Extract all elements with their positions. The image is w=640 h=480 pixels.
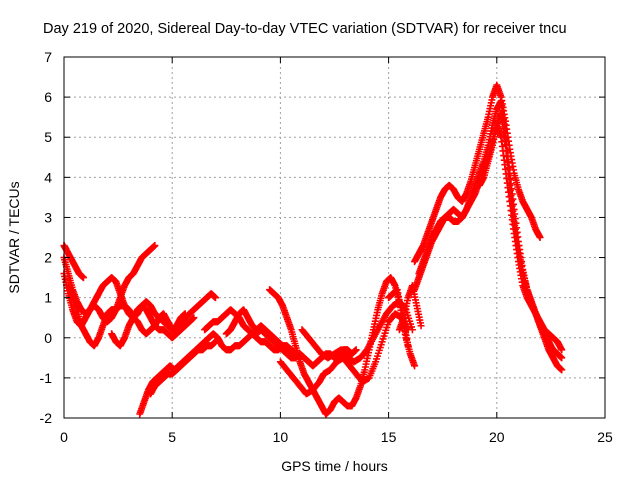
data-point [79,274,87,282]
x-axis-label: GPS time / hours [281,458,388,474]
y-tick-label: 5 [44,129,52,145]
series-track-15 [411,81,544,266]
chart-title: Day 219 of 2020, Sidereal Day-to-day VTE… [43,21,567,37]
series-track-13 [385,286,419,370]
series-track-18 [475,121,566,354]
y-tick-label: -2 [40,410,53,426]
data-point [411,362,419,370]
data-point [211,338,219,346]
axis-ticks: 0 5 10 15 20 25 -2 -1 0 1 2 3 4 5 6 7 [40,49,613,445]
data-point [151,242,159,250]
data-point [558,346,566,354]
data-point [408,326,416,334]
y-tick-label: -1 [40,370,53,386]
x-tick-label: 5 [168,429,176,445]
data-point [558,354,566,362]
x-tick-label: 15 [381,429,397,445]
data-point [190,314,198,322]
y-tick-label: 0 [44,330,52,346]
data-point [558,366,566,374]
y-axis-label: SDTVAR / TECUs [6,181,22,293]
y-tick-label: 7 [44,49,52,65]
data-point [211,294,219,302]
data-points [60,81,566,418]
data-point [181,310,189,318]
y-tick-label: 2 [44,250,52,266]
data-point [417,322,425,330]
x-tick-label: 10 [273,429,289,445]
series-track-5 [108,302,198,350]
x-tick-label: 0 [60,429,68,445]
y-tick-label: 4 [44,169,52,185]
data-point [352,346,360,354]
series-track-7 [147,338,219,398]
data-point [536,234,544,241]
series-track-11 [276,310,412,398]
x-tick-label: 20 [489,429,505,445]
plot-frame [63,56,606,419]
y-tick-label: 3 [44,209,52,225]
y-tick-label: 6 [44,89,52,105]
series-track-9 [222,306,304,362]
series-track-2 [60,242,87,282]
x-tick-label: 25 [597,429,613,445]
y-tick-label: 1 [44,290,52,306]
